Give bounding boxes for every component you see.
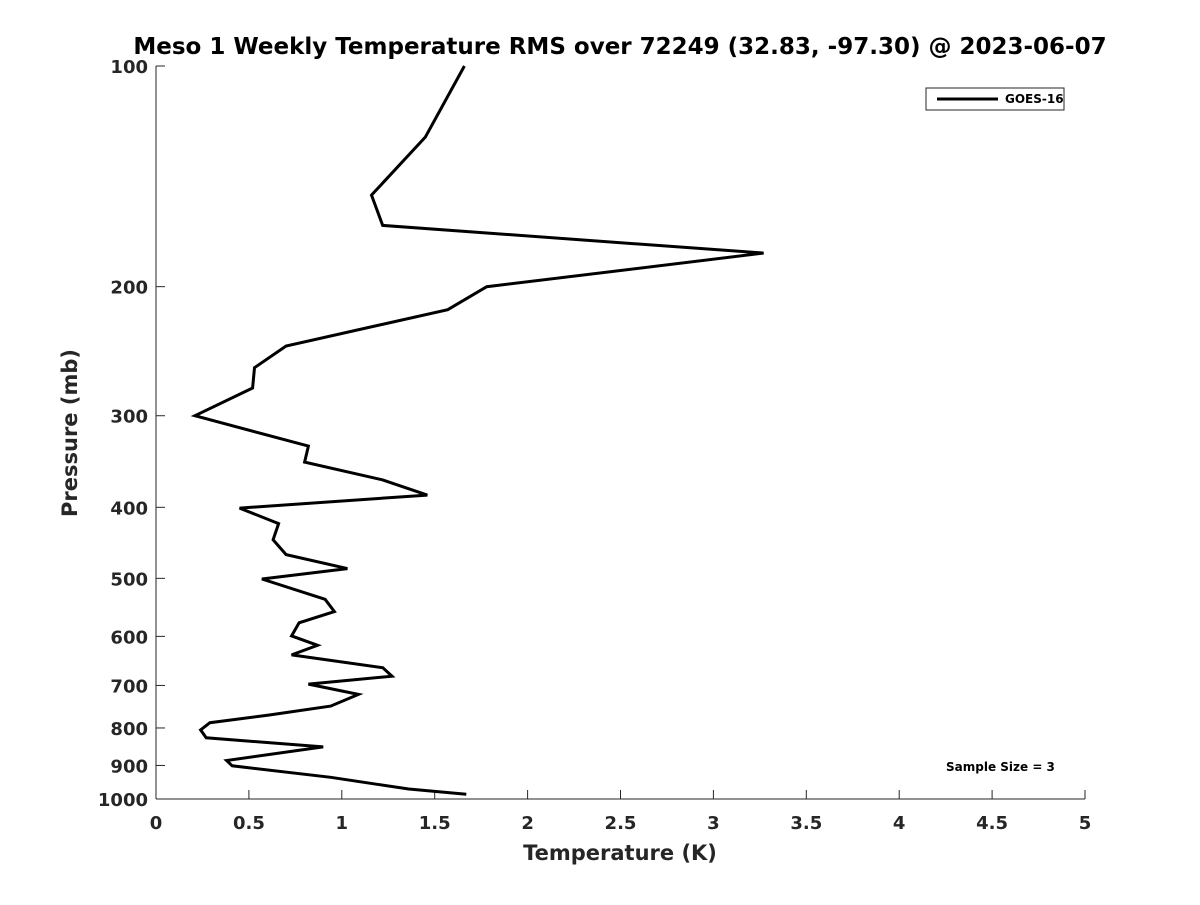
x-tick-label: 1 xyxy=(336,813,349,834)
x-tick-label: 0 xyxy=(150,813,163,834)
sample-size-annotation: Sample Size = 3 xyxy=(946,760,1055,774)
series-layer xyxy=(190,65,764,796)
y-tick-label: 700 xyxy=(110,676,148,697)
y-tick-label: 600 xyxy=(110,627,148,648)
y-tick-label: 800 xyxy=(110,719,148,740)
x-tick-label: 5 xyxy=(1079,813,1092,834)
x-tick-label: 3 xyxy=(707,813,720,834)
legend-entry: GOES-16 xyxy=(1005,92,1064,106)
axes: 0 0.5 1 1.5 2 2.5 3 3.5 4 4.5 5 100 200 300 400 500 600 7… xyxy=(98,57,1091,834)
legend: GOES-16 xyxy=(925,87,1065,111)
y-tick-label: 300 xyxy=(110,407,148,428)
series-line-goes-16 xyxy=(190,65,764,796)
y-tick-label: 100 xyxy=(110,57,148,78)
y-tick-label: 1000 xyxy=(98,790,148,811)
y-axis-title: Pressure (mb) xyxy=(58,349,82,517)
y-tick-label: 400 xyxy=(110,498,148,519)
y-tick-label: 500 xyxy=(110,569,148,590)
x-tick-label: 2.5 xyxy=(605,813,637,834)
x-tick-label: 4.5 xyxy=(976,813,1008,834)
x-tick-label: 3.5 xyxy=(790,813,822,834)
x-tick-label: 1.5 xyxy=(419,813,451,834)
y-tick-label: 200 xyxy=(110,278,148,299)
x-tick-label: 2 xyxy=(521,813,534,834)
chart-title: Meso 1 Weekly Temperature RMS over 72249… xyxy=(133,34,1106,60)
x-tick-label: 0.5 xyxy=(233,813,265,834)
x-tick-label: 4 xyxy=(893,813,906,834)
x-axis-title: Temperature (K) xyxy=(523,841,717,865)
y-tick-label: 900 xyxy=(110,756,148,777)
